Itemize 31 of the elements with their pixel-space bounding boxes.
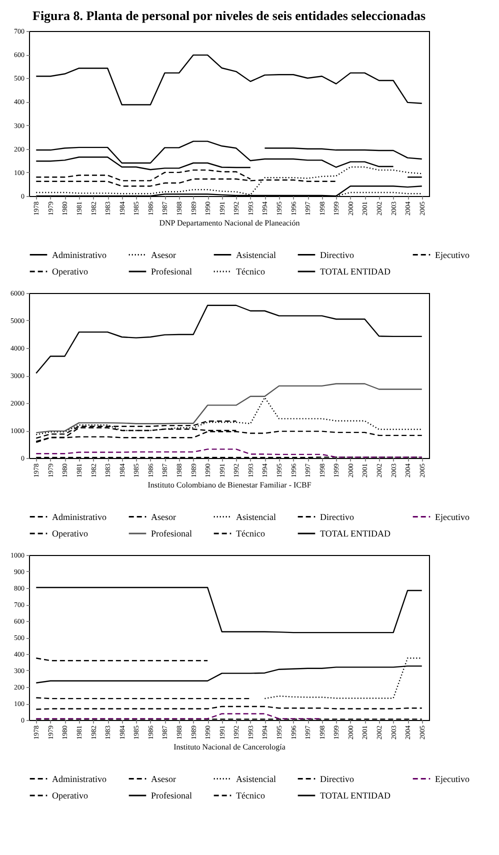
legend-label: Profesional — [151, 790, 192, 800]
legend-label: Asistencial — [236, 512, 276, 522]
legend-label: Administrativo — [52, 512, 107, 522]
legend-label: TOTAL ENTIDAD — [320, 528, 392, 538]
legend-label: Ejecutivo — [435, 250, 470, 260]
legend-label: Administrativo — [52, 774, 107, 784]
legend-label: Asesor — [151, 250, 176, 260]
x-axis-title: Instituto Nacional de Cancerología — [174, 742, 286, 752]
legend-label: TOTAL ENTIDAD — [320, 266, 392, 276]
legend-label: Profesional — [151, 528, 192, 538]
legend-label: Operativo — [52, 528, 88, 538]
legend-label: Técnico — [236, 790, 266, 800]
legend-label: Asistencial — [236, 774, 276, 784]
legend-label: Asesor — [151, 512, 176, 522]
x-axis-title: DNP Departamento Nacional de Planeación — [159, 218, 300, 228]
legend-label: Operativo — [52, 790, 88, 800]
x-axis-title: Instituto Colombiano de Bienestar Familiar - ICBF — [148, 480, 312, 490]
legend-label: Asistencial — [236, 250, 276, 260]
legend-label: Operativo — [52, 266, 88, 276]
legend-label: Técnico — [236, 528, 266, 538]
legend-label: Directivo — [320, 512, 354, 522]
legend-label: Asesor — [151, 774, 176, 784]
legend-label: Técnico — [236, 266, 266, 276]
legend-label: Profesional — [151, 266, 192, 276]
chart-title: Figura 8. Planta de personal por niveles de seis entidades seleccionadas — [32, 8, 426, 23]
legend-label: Directivo — [320, 774, 354, 784]
legend-label: Ejecutivo — [435, 774, 470, 784]
legend-label: Ejecutivo — [435, 512, 470, 522]
legend-label: Directivo — [320, 250, 354, 260]
legend-label: TOTAL ENTIDAD — [320, 790, 392, 800]
legend-label: Administrativo — [52, 250, 107, 260]
